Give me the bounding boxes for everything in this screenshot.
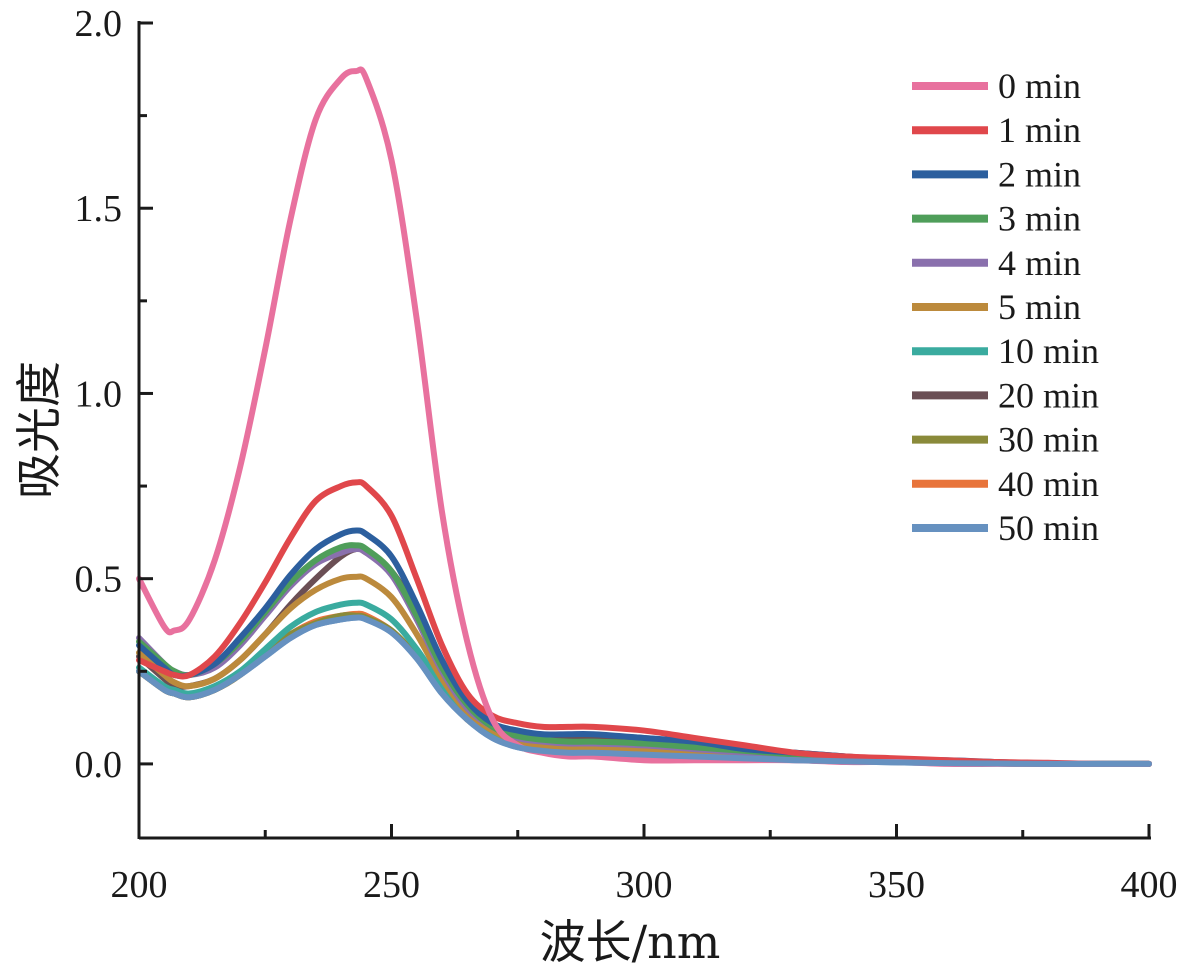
x-tick-label: 400 — [1121, 864, 1178, 906]
series-line-50-min-top — [136, 614, 1152, 767]
legend-label: 10 min — [998, 331, 1099, 371]
series-lines — [136, 66, 1152, 768]
legend-label: 4 min — [998, 243, 1081, 283]
legend-label: 30 min — [998, 420, 1099, 460]
x-tick-label: 300 — [616, 864, 673, 906]
y-tick-label: 2.0 — [75, 3, 123, 45]
legend-label: 2 min — [998, 154, 1081, 194]
legend-item: 0 min — [912, 66, 1081, 106]
y-tick-label: 1.0 — [75, 373, 123, 415]
legend-item: 10 min — [912, 331, 1099, 371]
legend-item: 40 min — [912, 464, 1099, 504]
y-axis-title: 吸光度 — [12, 361, 66, 499]
legend-item: 50 min — [912, 508, 1099, 548]
x-tick-label: 350 — [868, 864, 925, 906]
legend-label: 20 min — [998, 375, 1099, 415]
legend-item: 20 min — [912, 375, 1099, 415]
legend-item: 1 min — [912, 110, 1081, 150]
x-ticks: 200 250 300 350 400 — [111, 824, 1178, 906]
legend-item: 5 min — [912, 287, 1081, 327]
y-ticks: 0.0 0.5 1.0 1.5 2.0 — [75, 3, 153, 786]
legend-label: 50 min — [998, 508, 1099, 548]
legend-item: 3 min — [912, 199, 1081, 239]
series-line-1-min — [136, 479, 1152, 767]
legend-label: 1 min — [998, 110, 1081, 150]
legend-item: 2 min — [912, 154, 1081, 194]
y-tick-label: 1.5 — [75, 188, 123, 230]
legend-item: 4 min — [912, 243, 1081, 283]
x-tick-label: 200 — [111, 864, 168, 906]
legend-label: 0 min — [998, 66, 1081, 106]
legend-label: 5 min — [998, 287, 1081, 327]
legend-label: 3 min — [998, 199, 1081, 239]
y-tick-label: 0.0 — [75, 744, 123, 786]
legend-label: 40 min — [998, 464, 1099, 504]
y-tick-label: 0.5 — [75, 559, 123, 601]
x-axis-title: 波长/nm — [540, 915, 721, 969]
x-tick-label: 250 — [363, 864, 420, 906]
legend-item: 30 min — [912, 420, 1099, 460]
